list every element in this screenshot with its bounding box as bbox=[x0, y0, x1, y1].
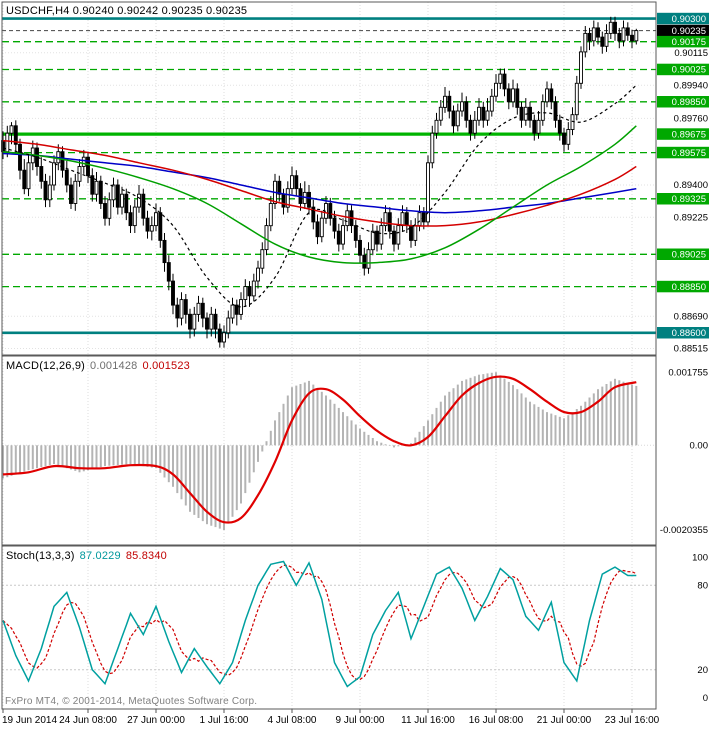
stoch-k-value: 87.0229 bbox=[79, 550, 121, 562]
svg-text:0.90235: 0.90235 bbox=[672, 26, 706, 37]
svg-text:20: 20 bbox=[697, 665, 708, 676]
svg-text:4 Jul 08:00: 4 Jul 08:00 bbox=[268, 715, 317, 726]
svg-text:0.90300: 0.90300 bbox=[672, 14, 706, 25]
svg-text:16 Jul 08:00: 16 Jul 08:00 bbox=[469, 715, 524, 726]
stoch-d-value: 85.8340 bbox=[125, 550, 167, 562]
svg-text:100: 100 bbox=[692, 552, 708, 563]
copyright-label: FxPro MT4, © 2001-2014, MetaQuotes Softw… bbox=[5, 696, 258, 707]
main-chart-title: USDCHF,H4 0.90240 0.90242 0.90235 0.9023… bbox=[6, 5, 247, 17]
svg-text:0.88850: 0.88850 bbox=[672, 282, 706, 293]
panel-borders bbox=[1, 1, 657, 710]
svg-text:27 Jun 00:00: 27 Jun 00:00 bbox=[127, 715, 185, 726]
svg-text:23 Jul 16:00: 23 Jul 16:00 bbox=[605, 715, 660, 726]
svg-text:0.89400: 0.89400 bbox=[674, 180, 708, 191]
svg-text:0.90115: 0.90115 bbox=[674, 48, 708, 59]
svg-text:0.88515: 0.88515 bbox=[674, 344, 708, 355]
svg-text:9 Jul 00:00: 9 Jul 00:00 bbox=[336, 715, 385, 726]
svg-text:0: 0 bbox=[703, 693, 708, 704]
svg-text:19 Jun 2014: 19 Jun 2014 bbox=[2, 715, 57, 726]
time-axis[interactable]: 19 Jun 2014 24 Jun 08:00 27 Jun 00:00 1 Jul… bbox=[2, 709, 660, 726]
svg-text:0.89025: 0.89025 bbox=[672, 250, 706, 261]
svg-text:0.89850: 0.89850 bbox=[672, 97, 706, 108]
stoch-indicator-title: Stoch(13,3,3) 87.0229 85.8340 bbox=[6, 550, 167, 562]
svg-text:21 Jul 00:00: 21 Jul 00:00 bbox=[537, 715, 592, 726]
moving-averages-layer bbox=[2, 84, 637, 308]
svg-text:0.88690: 0.88690 bbox=[674, 311, 708, 322]
macd-panel bbox=[2, 372, 656, 530]
svg-text:24 Jun 08:00: 24 Jun 08:00 bbox=[59, 715, 117, 726]
svg-text:0.89325: 0.89325 bbox=[672, 194, 706, 205]
svg-text:11 Jul 16:00: 11 Jul 16:00 bbox=[401, 715, 455, 726]
svg-text:80: 80 bbox=[697, 581, 708, 592]
svg-text:0.89675: 0.89675 bbox=[672, 129, 706, 140]
stoch-panel bbox=[2, 560, 656, 688]
svg-text:0.001755: 0.001755 bbox=[668, 368, 708, 379]
svg-text:0.89575: 0.89575 bbox=[672, 148, 706, 159]
stoch-name-label: Stoch(13,3,3) bbox=[6, 550, 75, 562]
svg-text:1 Jul 16:00: 1 Jul 16:00 bbox=[200, 715, 249, 726]
macd-indicator-title: MACD(12,26,9) 0.001428 0.001523 bbox=[6, 360, 190, 372]
svg-text:-0.0020355: -0.0020355 bbox=[660, 525, 708, 536]
svg-text:0.90175: 0.90175 bbox=[672, 37, 706, 48]
svg-text:0.00: 0.00 bbox=[690, 441, 709, 452]
macd-name-label: MACD(12,26,9) bbox=[6, 360, 86, 372]
svg-text:0.90025: 0.90025 bbox=[672, 65, 706, 76]
macd-value: 0.001428 bbox=[90, 360, 138, 372]
svg-text:0.88600: 0.88600 bbox=[672, 328, 706, 339]
symbol-ohlc-label: USDCHF,H4 0.90240 0.90242 0.90235 0.9023… bbox=[6, 5, 248, 17]
svg-text:0.89940: 0.89940 bbox=[674, 80, 708, 91]
macd-signal-value: 0.001523 bbox=[142, 360, 190, 372]
svg-text:0.89225: 0.89225 bbox=[674, 213, 708, 224]
svg-text:0.89760: 0.89760 bbox=[674, 114, 708, 125]
